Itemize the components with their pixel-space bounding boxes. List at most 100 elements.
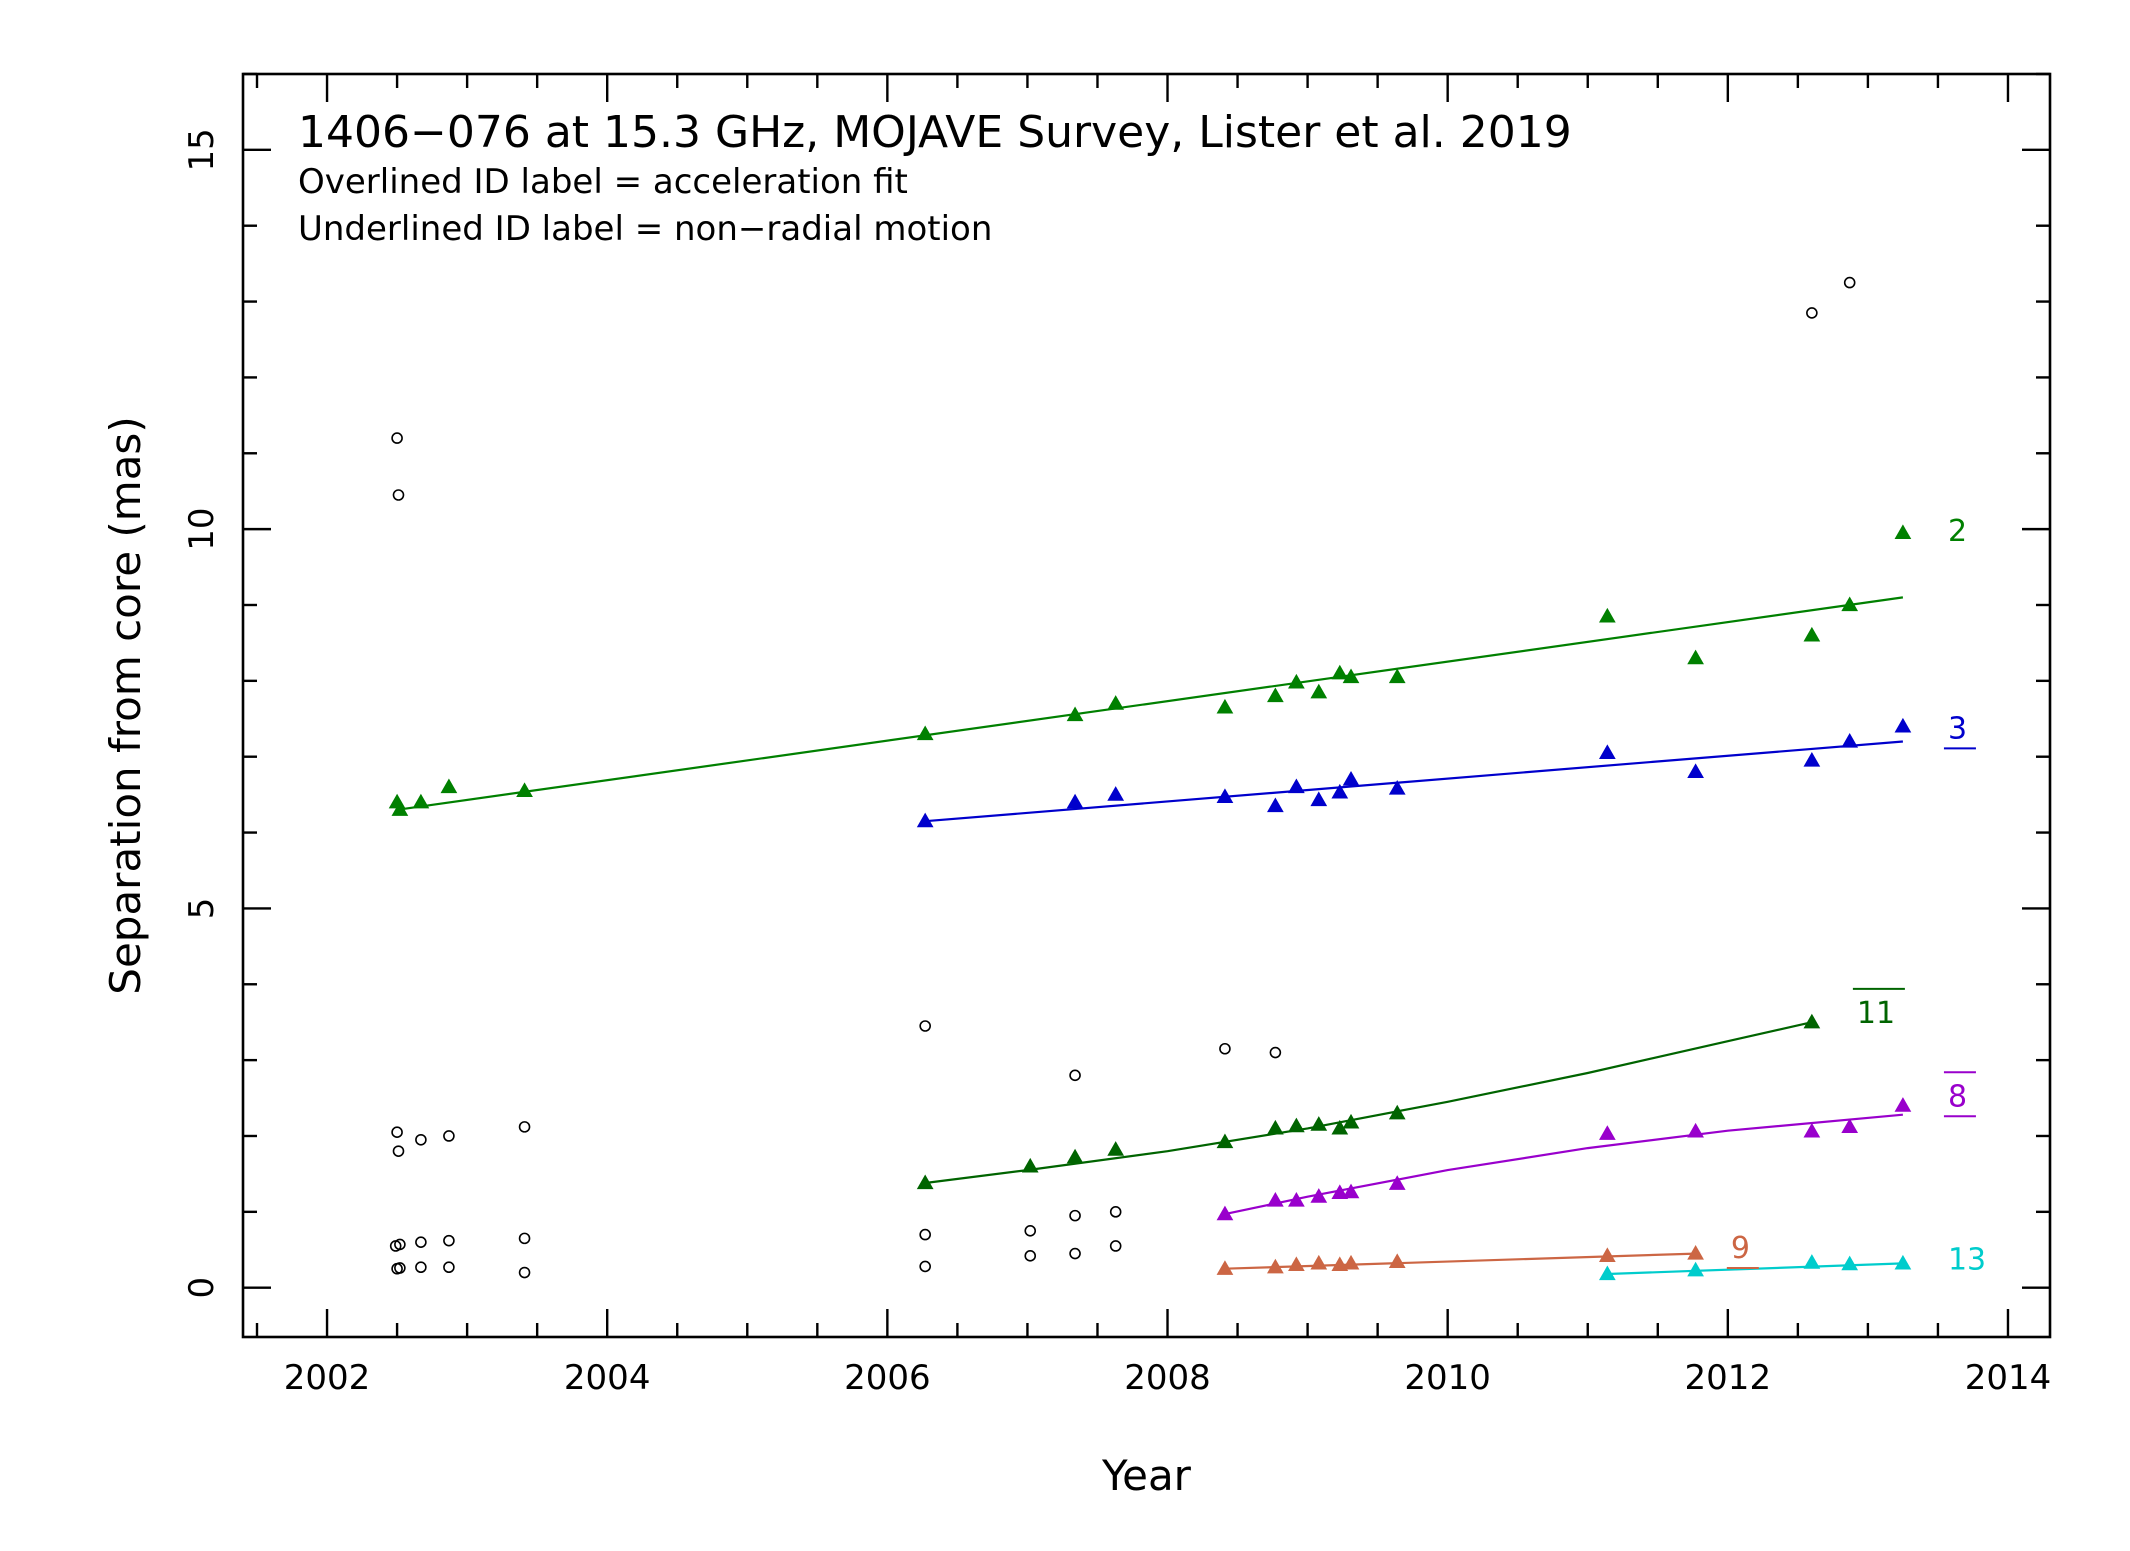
component-label-8: 8 bbox=[1948, 1079, 1967, 1114]
series-8-point bbox=[1841, 1118, 1859, 1133]
series-11-point bbox=[1267, 1119, 1284, 1135]
unidentified-point bbox=[1109, 1206, 1122, 1218]
series-2-point bbox=[1894, 524, 1912, 540]
series-3-point bbox=[1342, 770, 1360, 786]
series-2-point bbox=[1598, 607, 1616, 623]
x-tick-label: 2010 bbox=[1404, 1358, 1491, 1398]
unidentified-point bbox=[415, 1261, 427, 1274]
series-8-point bbox=[1342, 1183, 1360, 1199]
unidentified-point bbox=[443, 1261, 455, 1274]
unidentified-point bbox=[1069, 1247, 1081, 1260]
series-8-point bbox=[1331, 1184, 1349, 1199]
fit-line-11 bbox=[925, 1021, 1813, 1185]
series-2-point bbox=[516, 782, 533, 797]
series-11-point bbox=[916, 1174, 934, 1190]
series-2-point bbox=[412, 793, 430, 809]
chart-title: 1406−076 at 15.3 GHz, MOJAVE Survey, Lis… bbox=[298, 107, 1572, 158]
series-3-point bbox=[1107, 786, 1125, 801]
unidentified-point bbox=[391, 432, 403, 444]
unidentified-point bbox=[394, 1262, 406, 1274]
plot-frame bbox=[241, 72, 2052, 1339]
series-11-point bbox=[1066, 1148, 1084, 1164]
series-3-point bbox=[1803, 751, 1821, 767]
series-9-point bbox=[1310, 1254, 1328, 1270]
unidentified-point bbox=[1219, 1042, 1231, 1055]
series-8-point bbox=[1803, 1122, 1821, 1138]
fit-line-2 bbox=[396, 596, 1904, 811]
series-11-point bbox=[1107, 1141, 1125, 1156]
unidentified-point bbox=[1109, 1240, 1122, 1252]
series-13-point bbox=[1894, 1254, 1912, 1270]
unidentified-point bbox=[1843, 276, 1856, 289]
component-labels: 2 3 11 8 9 13 bbox=[1726, 514, 1986, 1277]
series-8-point bbox=[1216, 1205, 1234, 1221]
series-9-point bbox=[1267, 1258, 1284, 1274]
x-tick-label: 2002 bbox=[284, 1358, 371, 1398]
unidentified-point bbox=[1069, 1069, 1081, 1082]
fit-line-9 bbox=[1224, 1252, 1696, 1270]
series-8-point bbox=[1687, 1122, 1704, 1138]
unidentified-point bbox=[1069, 1209, 1081, 1222]
y-axis-label: Separation from core (mas) bbox=[101, 416, 150, 994]
x-tick-label: 2006 bbox=[844, 1358, 931, 1398]
x-tick-label: 2014 bbox=[1965, 1358, 2052, 1398]
series-9-point bbox=[1216, 1260, 1234, 1275]
x-tick-label: 2004 bbox=[564, 1358, 651, 1398]
component-label-2: 2 bbox=[1948, 514, 1967, 549]
series-11-point bbox=[1288, 1117, 1305, 1133]
series-2-point bbox=[1267, 687, 1284, 703]
unidentified-point bbox=[415, 1236, 427, 1248]
series-3-point bbox=[916, 812, 934, 828]
fit-line-8 bbox=[1224, 1113, 1904, 1216]
series-9-point bbox=[1687, 1245, 1704, 1260]
y-tick-label: 0 bbox=[182, 1277, 222, 1299]
unidentified-point bbox=[919, 1260, 931, 1273]
x-tick-label: 2012 bbox=[1685, 1358, 1772, 1398]
unidentified-point bbox=[443, 1130, 455, 1142]
series-2-point bbox=[1288, 673, 1305, 689]
fit-lines bbox=[396, 596, 1904, 1276]
series-3-point bbox=[1331, 783, 1349, 799]
series-3-point bbox=[1687, 763, 1704, 778]
series-2-point bbox=[1803, 626, 1821, 642]
unidentified-point bbox=[394, 1238, 406, 1251]
series-2-point bbox=[1310, 683, 1328, 699]
series-3-point bbox=[1288, 778, 1305, 794]
series-3-point bbox=[1598, 744, 1616, 760]
series-2-point bbox=[1066, 706, 1084, 722]
series-11-point bbox=[1216, 1133, 1234, 1149]
unidentified-point bbox=[1024, 1250, 1037, 1262]
series-3-point bbox=[1841, 733, 1859, 748]
component-label-3: 3 bbox=[1948, 711, 1967, 746]
series-8-point bbox=[1388, 1175, 1406, 1190]
series-13-point bbox=[1803, 1254, 1821, 1269]
unidentified-point bbox=[518, 1266, 531, 1279]
unidentified-point bbox=[518, 1121, 531, 1133]
y-tick-label: 10 bbox=[182, 508, 222, 551]
series-2-point bbox=[1342, 668, 1360, 684]
chart-subtitle-line-2: Underlined ID label = non−radial motion bbox=[298, 209, 992, 249]
unidentified-point bbox=[443, 1234, 455, 1247]
series-2-point bbox=[1388, 668, 1406, 684]
unidentified-point bbox=[392, 489, 405, 501]
chart-subtitle-line-1: Overlined ID label = acceleration fit bbox=[298, 162, 908, 202]
series-8-point bbox=[1288, 1191, 1305, 1207]
component-label-9: 9 bbox=[1731, 1231, 1750, 1266]
fit-line-3 bbox=[925, 740, 1903, 823]
unidentified-point bbox=[391, 1126, 403, 1138]
series-2-point bbox=[1687, 649, 1704, 665]
series-8-point bbox=[1310, 1188, 1328, 1203]
series-13-point bbox=[1841, 1255, 1859, 1271]
series-2-point bbox=[440, 778, 458, 794]
unidentified-point bbox=[518, 1232, 531, 1245]
unidentified-point bbox=[415, 1133, 427, 1146]
tick-marks: 2002 2004 2006 2008 2010 2012 2014 0 5 10 15 bbox=[182, 72, 2052, 1398]
series-2-point bbox=[916, 725, 934, 741]
series-13-point bbox=[1598, 1265, 1616, 1281]
series-8-point bbox=[1894, 1097, 1912, 1112]
x-axis-label: Year bbox=[1101, 1451, 1192, 1500]
series-11-point bbox=[1342, 1113, 1360, 1129]
series-9-point bbox=[1342, 1254, 1360, 1270]
